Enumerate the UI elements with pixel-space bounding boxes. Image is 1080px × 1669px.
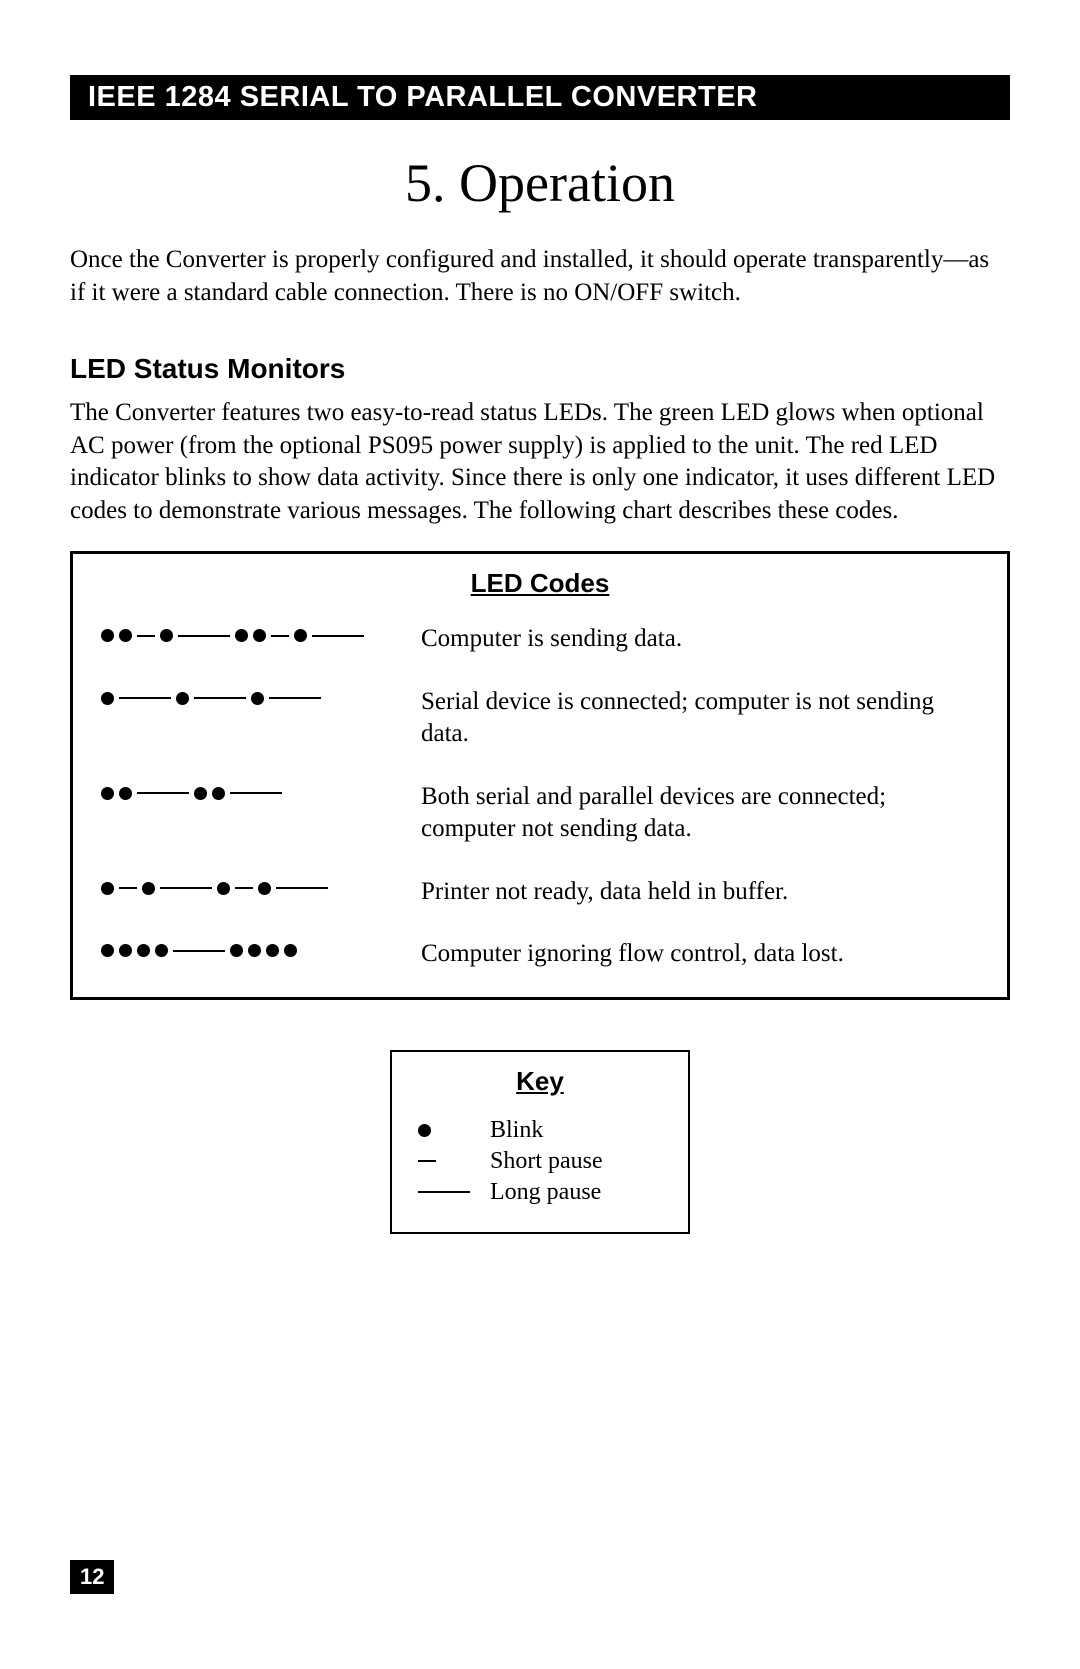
led-code-row: Both serial and parallel devices are con… [101, 781, 979, 846]
header-bar: IEEE 1284 SERIAL TO PARALLEL CONVERTER [70, 75, 1010, 120]
blink-dot-icon [235, 629, 248, 642]
led-pattern [101, 938, 421, 957]
led-codes-title: LED Codes [101, 568, 979, 599]
blink-dot-icon [266, 944, 279, 957]
key-title: Key [418, 1066, 662, 1097]
blink-dot-icon [119, 629, 132, 642]
short-pause-icon [418, 1160, 436, 1162]
short-pause-icon [271, 635, 289, 637]
blink-dot-icon [155, 944, 168, 957]
chapter-title: 5. Operation [70, 152, 1010, 214]
long-pause-icon [178, 635, 230, 637]
led-code-row: Computer ignoring flow control, data los… [101, 938, 979, 971]
blink-dot-icon [253, 629, 266, 642]
blink-dot-icon [160, 629, 173, 642]
long-pause-icon [276, 887, 328, 889]
short-pause-icon [119, 887, 137, 889]
long-pause-icon [160, 887, 212, 889]
blink-dot-icon [176, 692, 189, 705]
long-pause-icon [173, 950, 225, 952]
led-pattern [101, 686, 421, 705]
led-code-row: Computer is sending data. [101, 623, 979, 656]
blink-dot-icon [258, 882, 271, 895]
page-number: 12 [70, 1560, 114, 1594]
led-description: Serial device is connected; computer is … [421, 686, 979, 751]
led-description: Printer not ready, data held in buffer. [421, 876, 979, 909]
blink-dot-icon [194, 787, 207, 800]
blink-dot-icon [142, 882, 155, 895]
led-pattern [101, 781, 421, 800]
blink-dot-icon [217, 882, 230, 895]
key-symbol [418, 1160, 490, 1162]
blink-dot-icon [251, 692, 264, 705]
key-row: Blink [418, 1117, 662, 1144]
led-code-row: Printer not ready, data held in buffer. [101, 876, 979, 909]
key-box: Key Blink Short pause Long pause [390, 1050, 690, 1234]
blink-dot-icon [101, 882, 114, 895]
blink-dot-icon [418, 1124, 431, 1137]
blink-dot-icon [101, 787, 114, 800]
led-codes-box: LED Codes Computer is sending data. Seria… [70, 551, 1010, 1000]
intro-paragraph: Once the Converter is properly configure… [70, 244, 1010, 309]
long-pause-icon [269, 697, 321, 699]
led-pattern [101, 876, 421, 895]
led-pattern [101, 623, 421, 642]
long-pause-icon [230, 792, 282, 794]
blink-dot-icon [101, 692, 114, 705]
long-pause-icon [137, 792, 189, 794]
long-pause-icon [119, 697, 171, 699]
blink-dot-icon [119, 787, 132, 800]
blink-dot-icon [212, 787, 225, 800]
short-pause-icon [137, 635, 155, 637]
key-label: Short pause [490, 1148, 603, 1175]
key-row: Short pause [418, 1148, 662, 1175]
led-description: Computer is sending data. [421, 623, 979, 656]
blink-dot-icon [230, 944, 243, 957]
section-paragraph: The Converter features two easy-to-read … [70, 397, 1010, 527]
long-pause-icon [194, 697, 246, 699]
key-symbol [418, 1124, 490, 1137]
key-label: Blink [490, 1117, 543, 1144]
blink-dot-icon [119, 944, 132, 957]
blink-dot-icon [294, 629, 307, 642]
blink-dot-icon [101, 944, 114, 957]
blink-dot-icon [137, 944, 150, 957]
long-pause-icon [312, 635, 364, 637]
key-row: Long pause [418, 1179, 662, 1206]
blink-dot-icon [101, 629, 114, 642]
blink-dot-icon [284, 944, 297, 957]
section-heading: LED Status Monitors [70, 353, 1010, 385]
short-pause-icon [235, 887, 253, 889]
key-label: Long pause [490, 1179, 601, 1206]
blink-dot-icon [248, 944, 261, 957]
led-description: Computer ignoring flow control, data los… [421, 938, 979, 971]
key-symbol [418, 1191, 490, 1193]
led-description: Both serial and parallel devices are con… [421, 781, 979, 846]
long-pause-icon [418, 1191, 470, 1193]
led-code-row: Serial device is connected; computer is … [101, 686, 979, 751]
